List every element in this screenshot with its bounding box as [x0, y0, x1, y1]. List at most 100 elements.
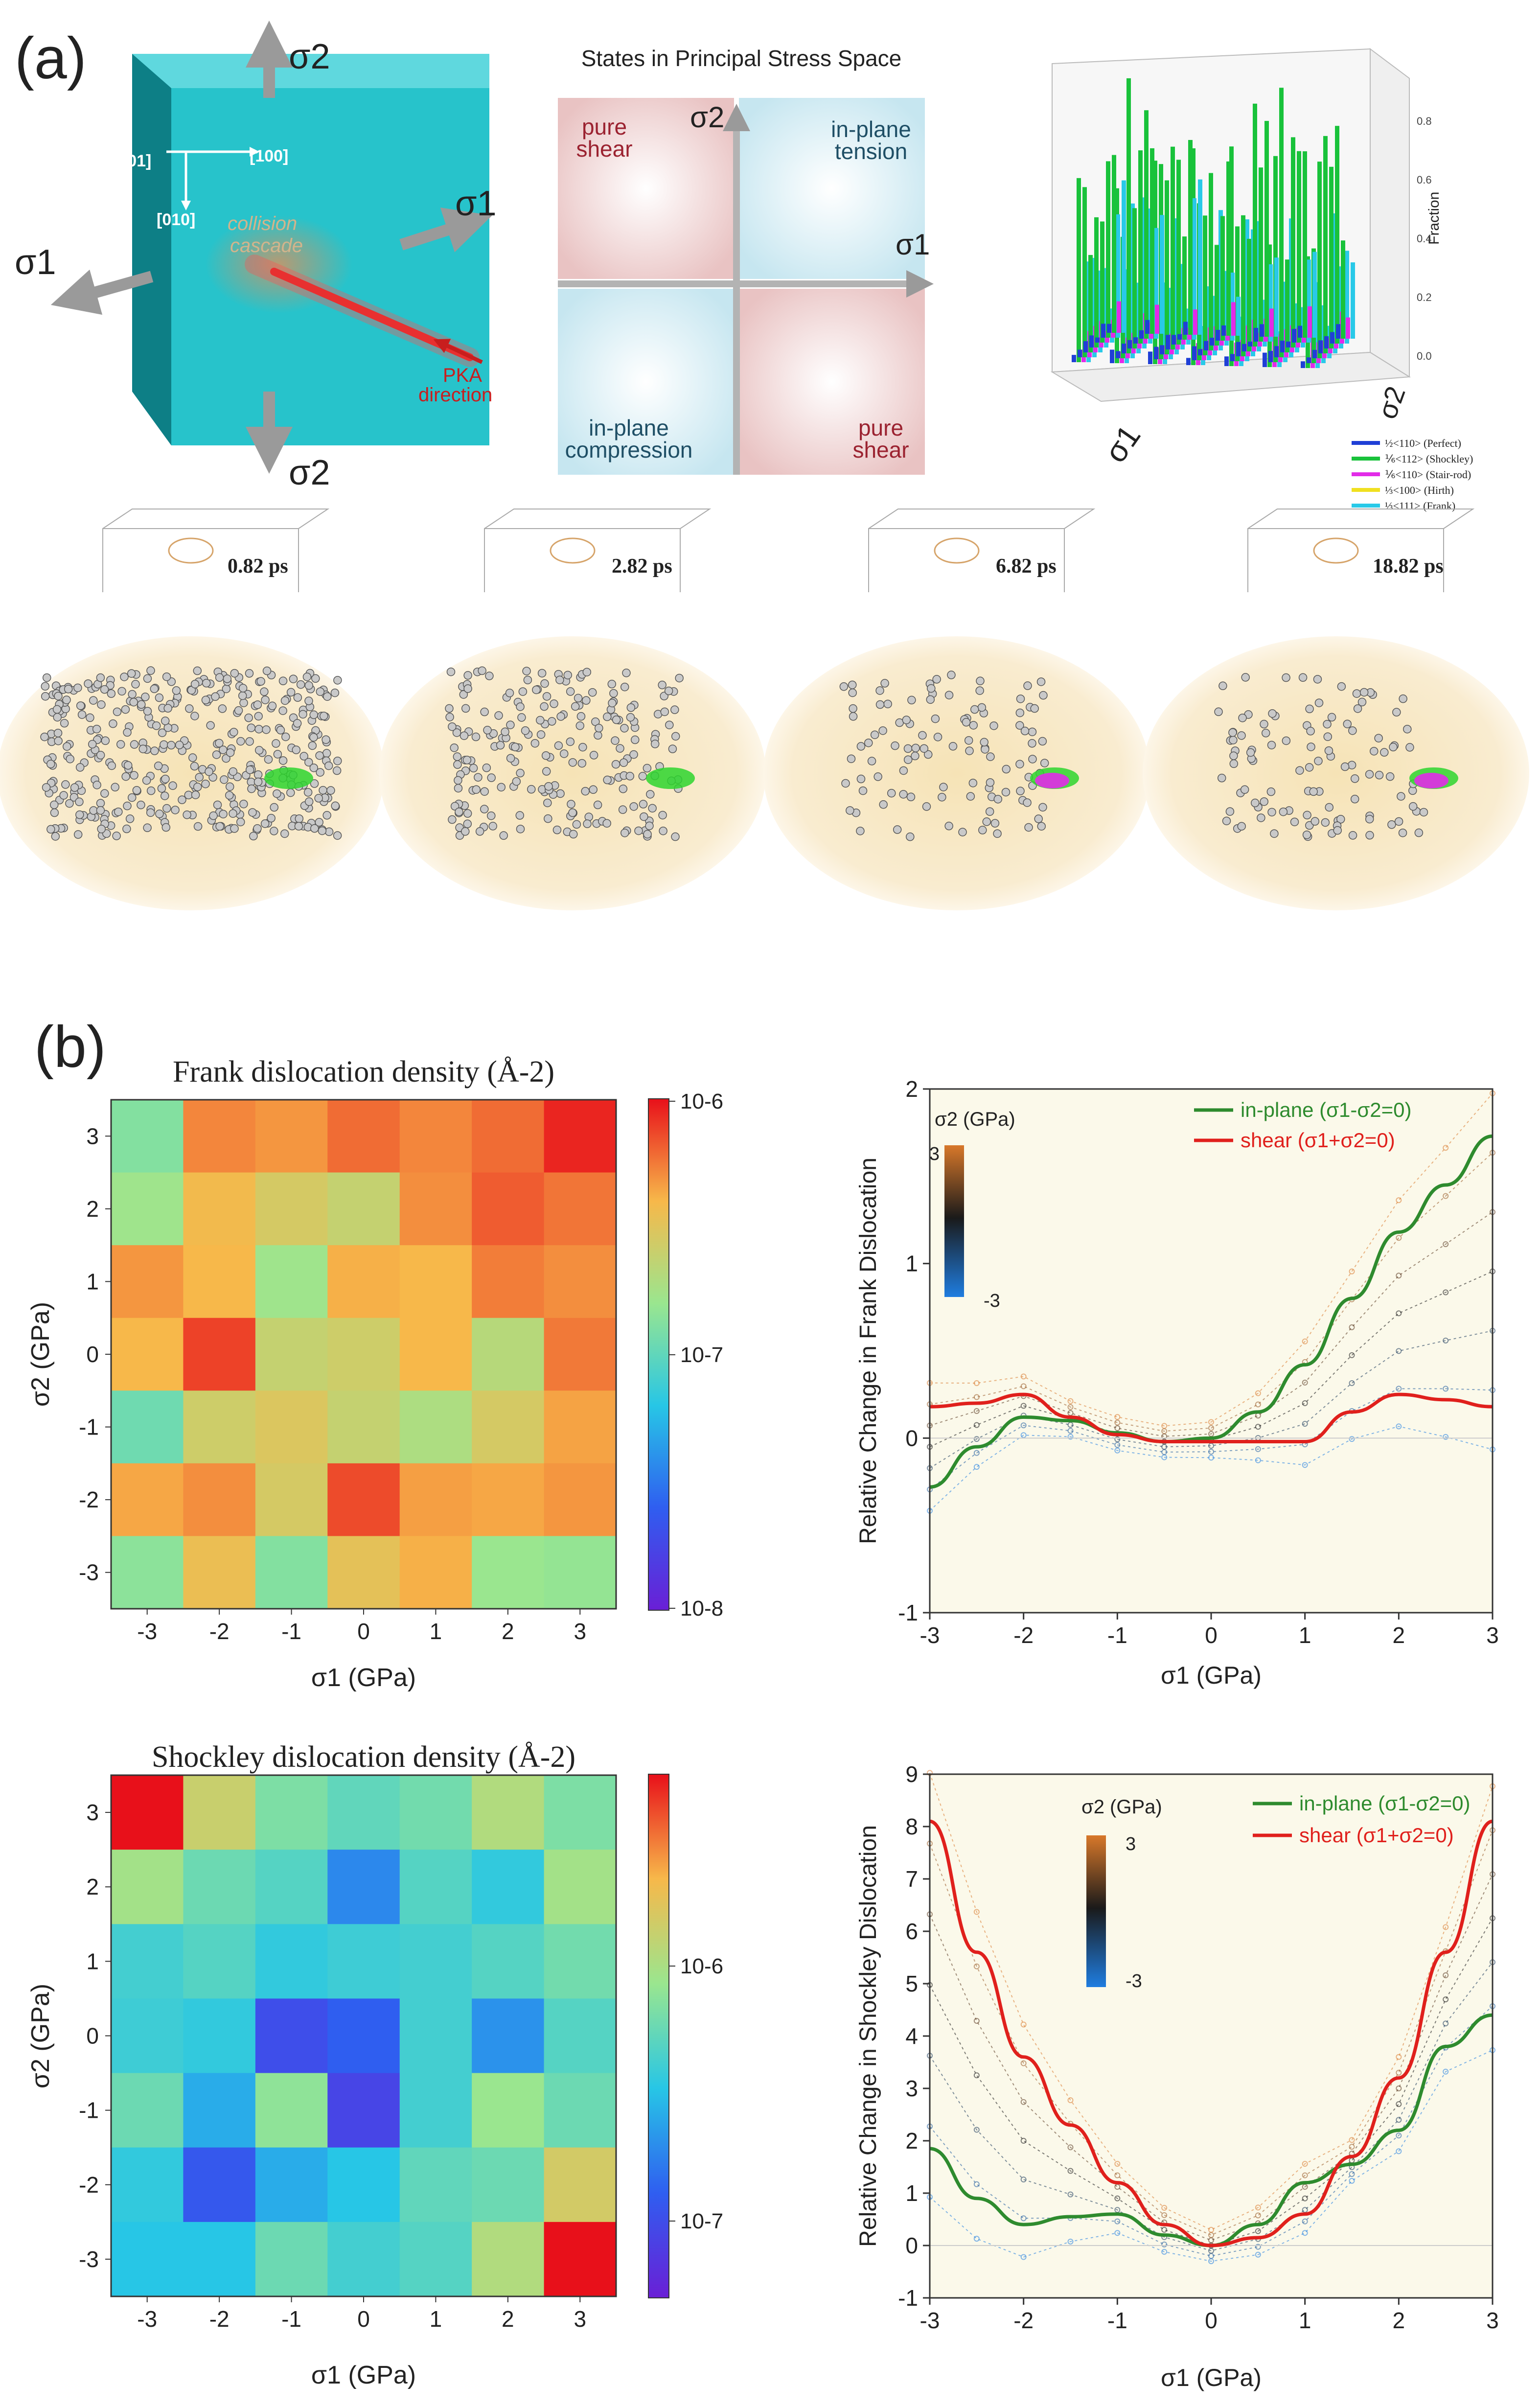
bar3d-bar [1274, 346, 1279, 357]
atom [111, 783, 119, 792]
atom [1020, 726, 1030, 736]
y-tick-label: 4 [905, 2023, 918, 2049]
snapshot-2 [379, 509, 766, 910]
atom [506, 754, 515, 763]
bar3d-bar [1341, 240, 1345, 339]
atom [1375, 770, 1384, 780]
atom [922, 802, 931, 811]
atom [463, 671, 472, 680]
heatmap-cell [399, 1318, 472, 1391]
bar3d-bar [1171, 146, 1175, 349]
atom [883, 699, 892, 709]
atom [452, 728, 461, 737]
atom [315, 751, 324, 760]
sigma1-left-arrow [50, 269, 154, 315]
atom [448, 815, 457, 824]
atom [73, 683, 82, 693]
bar3d-bar [1116, 214, 1120, 338]
atom [162, 672, 171, 681]
shear-series-line [929, 1392, 1493, 1443]
atom [1309, 787, 1318, 796]
atom [304, 758, 313, 767]
atom [544, 782, 553, 791]
atom [902, 716, 911, 724]
atom [1369, 747, 1379, 756]
stress-sigma1-label: σ1 [896, 228, 930, 261]
atom [308, 741, 317, 750]
atom [163, 704, 172, 713]
atom [286, 788, 295, 797]
heatmap-cell [111, 1924, 184, 1999]
atom [188, 753, 197, 762]
atom [88, 740, 97, 749]
atom [1365, 831, 1374, 840]
bar3d-ztick-2: 0.4 [1417, 232, 1432, 245]
atom [209, 811, 218, 820]
sigma2-marker [1067, 1410, 1074, 1416]
bar3d-bar [1346, 317, 1350, 339]
atom [496, 741, 505, 750]
atom [1217, 773, 1226, 783]
sigma2-marker [973, 2127, 980, 2133]
crystal-cube [50, 21, 492, 474]
atom [638, 772, 647, 781]
atom [494, 711, 503, 720]
atom [1385, 772, 1395, 781]
sigma2-marker [1114, 2218, 1121, 2224]
bar3d-bar [1324, 336, 1329, 348]
heatmap-cell [111, 1850, 184, 1924]
atom [1237, 731, 1246, 740]
frank-heatmap-ticks: -3 -3 -2 -2 -1 -1 0 0 1 1 2 2 3 3 [79, 1123, 586, 1644]
heatmap-cell [111, 2147, 184, 2223]
heatmap-cell [183, 1536, 256, 1609]
sigma2-marker [1443, 1337, 1449, 1343]
bar3d-bar [1188, 139, 1193, 335]
atom [1240, 785, 1249, 794]
y-tick-label: 0 [86, 1342, 99, 1367]
atom [515, 811, 525, 820]
bar3d-bar [1292, 329, 1296, 343]
atom [50, 808, 59, 817]
atom [970, 705, 979, 714]
sigma2-marker [1302, 1462, 1308, 1468]
atom [253, 770, 263, 779]
heatmap-cell [544, 1998, 617, 2074]
atom [536, 716, 545, 725]
atom [948, 742, 958, 751]
atom [619, 785, 628, 793]
heatmap-cell [472, 1172, 545, 1246]
sigma2-marker [1208, 1431, 1214, 1437]
atom [594, 731, 602, 740]
atom [215, 673, 224, 682]
x-tick-label: -3 [920, 2308, 940, 2333]
bar3d-bar [1210, 338, 1214, 346]
atom [543, 798, 552, 808]
atom [1408, 802, 1418, 811]
heatmap-cell [399, 1924, 472, 1999]
atom [544, 814, 552, 823]
heatmap-cell [327, 1100, 400, 1173]
sigma2-marker [1067, 1428, 1074, 1434]
bar3d-bar [1229, 146, 1234, 366]
atom [1229, 736, 1238, 744]
atom [64, 685, 73, 694]
heatmap-cell [472, 1100, 545, 1173]
sigma2-marker [1349, 1324, 1355, 1330]
sigma2-marker [1255, 2251, 1261, 2258]
heatmap-cell [399, 1463, 472, 1536]
atom [899, 766, 908, 775]
y-tick-label: 2 [86, 1196, 99, 1222]
frank-heatmap-ylabel: σ2 (GPa) [26, 1302, 55, 1407]
atom [324, 827, 334, 836]
sigma2-marker [1396, 2132, 1402, 2139]
heatmap-cell [183, 1463, 256, 1536]
sigma2-marker [1349, 2144, 1355, 2150]
stacking-fault [1035, 773, 1069, 788]
atom [1261, 729, 1270, 738]
sigma2-marker [1396, 2054, 1402, 2060]
x-tick-label: -2 [209, 2306, 230, 2332]
atom [541, 751, 551, 760]
atom [622, 669, 631, 677]
bar3d-bar [1088, 255, 1093, 352]
bar3d-bar [1122, 180, 1126, 333]
